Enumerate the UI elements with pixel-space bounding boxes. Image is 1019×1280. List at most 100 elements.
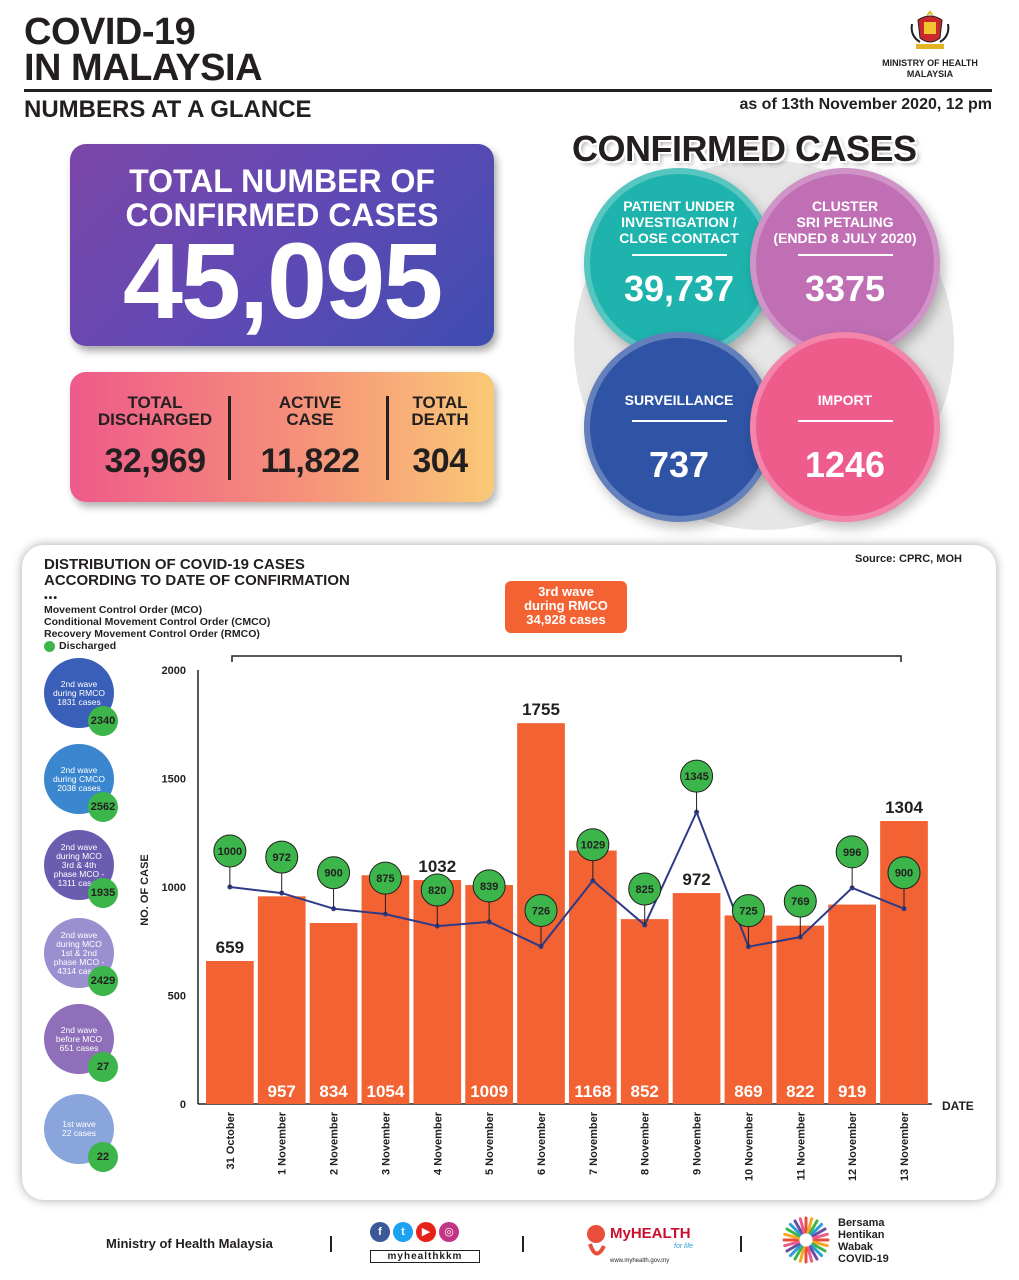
x-tick-label: 6 November	[536, 1111, 548, 1175]
circle-value: 39,737	[623, 268, 735, 309]
discharged-marker	[576, 828, 610, 862]
wave-label: 2nd wave during RMCO 1831 cases	[53, 679, 105, 707]
page-subtitle: NUMBERS AT A GLANCE	[24, 96, 312, 123]
twitter-icon[interactable]: t	[393, 1222, 413, 1242]
discharged-value-label: 839	[480, 881, 498, 893]
circle-value: 3375	[804, 268, 886, 309]
x-tick-label: 8 November	[640, 1111, 652, 1175]
discharged-value-label: 875	[376, 873, 394, 885]
burst-ray	[798, 1246, 806, 1263]
burst-ray	[812, 1240, 829, 1248]
total-label-line-2: CONFIRMED CASES	[125, 197, 439, 233]
circle-label-line-2: INVESTIGATION /	[621, 214, 737, 230]
callout-line-1: 3rd wave	[538, 584, 594, 599]
footer-ministry: Ministry of Health Malaysia	[106, 1236, 273, 1251]
discharged-value-label: 725	[739, 906, 757, 918]
discharged-value-label: 900	[324, 868, 342, 880]
myhealth-tagline: for life	[674, 1243, 693, 1250]
wave-label-line: during MCO	[56, 938, 102, 949]
bar-value-label: 972	[682, 870, 710, 889]
discharged-marker	[265, 840, 299, 874]
wave-label-line: 2nd wave	[60, 1024, 98, 1035]
callout-line-2: during RMCO	[524, 598, 608, 613]
stat-value: 304	[412, 442, 468, 480]
circle-divider	[631, 254, 727, 256]
burst-ray	[806, 1246, 814, 1263]
x-tick-label: 9 November	[692, 1111, 704, 1175]
wave-label-line: 2nd wave	[60, 764, 98, 775]
stat-label-line-2: CASE	[286, 410, 334, 429]
wave-label-line: 2038 cases	[57, 782, 101, 793]
circle-value: 737	[648, 444, 710, 485]
circle-label-line-1: IMPORT	[817, 392, 873, 408]
wave-discharged-badge: 2429	[88, 966, 118, 996]
stat-divider	[386, 396, 389, 480]
youtube-icon[interactable]: ▶	[416, 1222, 436, 1242]
discharged-value-label: 972	[273, 852, 291, 864]
circle-surveillance: SURVEILLANCE 737	[584, 332, 774, 522]
legend-discharged-label: Discharged	[59, 640, 117, 652]
bar-value-label: 919	[838, 1082, 866, 1101]
legend-dots: •••	[44, 592, 59, 604]
chart-source: Source: CPRC, MOH	[855, 553, 962, 565]
total-confirmed-label: TOTAL NUMBER OF CONFIRMED CASES	[70, 164, 494, 232]
burst-ray	[785, 1227, 801, 1238]
discharged-marker	[368, 861, 402, 895]
wave-label: 2nd wave during CMCO 2038 cases	[53, 764, 105, 793]
burst-ray	[808, 1219, 819, 1235]
wave-discharged-badge: 27	[88, 1052, 118, 1082]
y-tick-label: 1000	[162, 882, 186, 894]
social-icons: f t ▶ ◎	[370, 1222, 462, 1242]
instagram-icon[interactable]: ◎	[439, 1222, 459, 1242]
discharged-marker	[213, 834, 247, 868]
wave-discharged-badge: 2340	[88, 706, 118, 736]
x-tick-label: 7 November	[588, 1111, 600, 1175]
burst-ray	[811, 1242, 827, 1253]
x-tick-label: 3 November	[380, 1111, 392, 1175]
wave-label-line: 1831 cases	[57, 696, 101, 707]
discharged-marker	[680, 759, 714, 793]
circle-divider	[797, 254, 893, 256]
as-of-date: as of 13th November 2020, 12 pm	[739, 96, 992, 113]
discharged-marker	[420, 873, 454, 907]
wave-label: 1st wave 22 cases	[62, 1120, 96, 1138]
discharged-value-label: 1345	[684, 771, 708, 783]
x-tick-label: 5 November	[484, 1111, 496, 1175]
ministry-line-2: MALAYSIA	[906, 69, 954, 79]
stat-label-line-2: DEATH	[411, 410, 469, 429]
title-line-1: COVID-19	[24, 11, 196, 53]
wave-label-line: 2nd wave	[60, 929, 98, 940]
bar-value-label: 1755	[522, 700, 560, 719]
facebook-icon[interactable]: f	[370, 1222, 390, 1242]
y-tick-label: 0	[180, 1099, 186, 1111]
discharged-marker	[887, 856, 921, 890]
stat-label-line-2: DISCHARGED	[97, 410, 213, 429]
discharged-value-label: 726	[532, 905, 550, 917]
y-tick-label: 1500	[162, 774, 186, 786]
x-axis-label: DATE	[942, 1099, 974, 1113]
wave-label-line: 651 cases	[59, 1042, 99, 1053]
bar-value-label: 822	[786, 1082, 814, 1101]
circle-import: IMPORT 1246	[750, 332, 940, 522]
bar-value-label: 834	[319, 1082, 348, 1101]
title-line-2: IN MALAYSIA	[24, 47, 263, 89]
bar	[257, 896, 306, 1104]
wave-label-line: before MCO	[55, 1033, 103, 1044]
x-tick-label: 31 October	[225, 1111, 237, 1169]
wave-label-line: during CMCO	[53, 773, 105, 784]
burst-ray	[808, 1245, 819, 1261]
circle-label-line-1: CLUSTER	[811, 198, 879, 214]
summary-stats-card: TOTAL DISCHARGED 32,969 ACTIVE CASE 11,8…	[70, 372, 494, 502]
bar	[569, 850, 617, 1104]
x-tick-label: 4 November	[432, 1111, 444, 1175]
social-handle[interactable]: myhealthkkm	[370, 1250, 480, 1263]
discharged-value-label: 996	[843, 847, 861, 859]
discharged-value-label: 1029	[581, 840, 605, 852]
wave-label-line: 2nd wave	[60, 841, 98, 852]
chart-title-line-1: DISTRIBUTION OF COVID-19 CASES	[44, 556, 305, 573]
bar-value-label: 1032	[418, 857, 456, 876]
ministry-label: MINISTRY OF HEALTH MALAYSIA	[870, 58, 990, 80]
wave-bracket	[231, 655, 902, 662]
circle-label-line-1: SURVEILLANCE	[624, 392, 734, 408]
stat-death: TOTAL DEATH 304	[392, 394, 488, 481]
